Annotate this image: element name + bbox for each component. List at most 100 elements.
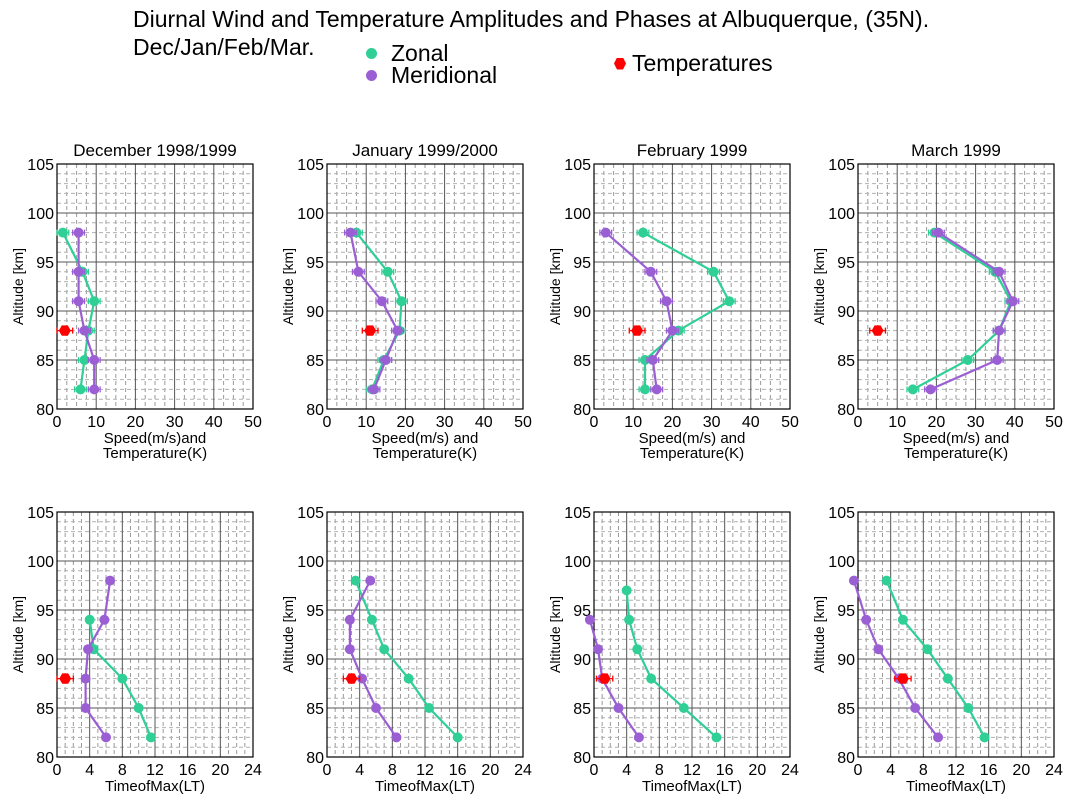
x-tick-label: 8 (655, 762, 664, 779)
x-tick-label: 20 (664, 414, 682, 431)
data-point (392, 325, 403, 336)
x-tick-label: 24 (244, 762, 262, 779)
y-tick-label: 95 (306, 603, 324, 620)
series-temperatures (56, 673, 74, 684)
data-point (933, 227, 944, 238)
x-axis-label: Speed(m/s) and (372, 430, 479, 447)
data-point (584, 614, 595, 625)
series-line (355, 231, 403, 390)
data-point (646, 673, 657, 684)
x-tick-label: 4 (355, 762, 364, 779)
data-point (994, 266, 1005, 277)
series-temperatures (869, 325, 887, 336)
data-point (922, 644, 933, 655)
x-tick-label: 20 (1012, 762, 1030, 779)
x-tick-label: 12 (416, 762, 434, 779)
x-axis-label: TimeofMax(LT) (105, 778, 205, 795)
series-zonal (350, 575, 463, 743)
y-tick-label: 100 (27, 206, 54, 223)
plot-frame (326, 511, 524, 758)
y-axis-label: Altitude [km] (10, 596, 26, 673)
series-temperatures (894, 673, 912, 684)
data-point (89, 355, 100, 365)
data-point (661, 296, 672, 307)
data-point (873, 644, 884, 655)
y-tick-label: 80 (306, 750, 324, 767)
y-tick-label: 80 (573, 402, 591, 419)
series-temperatures (628, 325, 646, 336)
y-tick-label: 90 (837, 652, 855, 669)
data-point (382, 266, 393, 277)
data-point (80, 703, 91, 713)
data-point (645, 266, 656, 277)
data-point (424, 703, 435, 713)
data-point (353, 266, 364, 277)
series-line (852, 580, 939, 739)
data-point (647, 355, 658, 365)
data-point (145, 732, 156, 743)
series-meridional (80, 575, 116, 743)
data-point (379, 644, 390, 655)
data-point (638, 227, 648, 238)
legend-temperatures-marker (614, 57, 626, 70)
x-tick-label: 0 (590, 414, 599, 431)
x-tick-label: 4 (85, 762, 94, 779)
x-tick-label: 40 (475, 414, 493, 431)
data-point (376, 296, 387, 307)
data-point (371, 703, 381, 713)
x-tick-label: 0 (53, 414, 62, 431)
data-point (942, 673, 953, 684)
data-point (632, 644, 643, 655)
series-line (348, 580, 398, 739)
data-point (73, 266, 84, 277)
y-tick-label: 90 (573, 652, 591, 669)
y-tick-label: 80 (573, 750, 591, 767)
data-point (992, 355, 1003, 365)
x-tick-label: 10 (87, 414, 105, 431)
y-tick-label: 95 (573, 603, 591, 620)
data-point (344, 644, 355, 655)
y-axis-label: Altitude [km] (811, 596, 827, 673)
y-axis-label: Altitude [km] (811, 248, 827, 325)
data-point (639, 384, 650, 395)
x-tick-label: 8 (919, 762, 928, 779)
data-point (881, 575, 892, 586)
series-temperatures (342, 673, 361, 684)
data-point (651, 384, 662, 395)
data-point (613, 703, 624, 713)
x-tick-label: 24 (1045, 762, 1063, 779)
data-point (380, 355, 391, 365)
y-tick-label: 100 (564, 206, 591, 223)
x-tick-label: 16 (980, 762, 998, 779)
y-tick-label: 105 (828, 157, 855, 174)
chart-title: February 1999 (637, 141, 748, 160)
y-tick-label: 90 (306, 652, 324, 669)
series-zonal (881, 575, 990, 743)
data-point (89, 296, 100, 307)
series-meridional (599, 227, 679, 395)
x-tick-label: 16 (179, 762, 197, 779)
chart-4: 0 10 20 30 40 50 80 85 90 95 100 105 Speed(m/s) andT… (811, 141, 1063, 462)
x-tick-label: 20 (748, 762, 766, 779)
temperature-point (871, 325, 884, 336)
chart-1: 0 10 20 30 40 50 80 85 90 95 100 105 Speed(m/s)andTe… (10, 141, 262, 462)
legend-temperatures-label: Temperatures (632, 50, 773, 76)
y-tick-label: 80 (36, 402, 54, 419)
data-point (366, 614, 377, 625)
y-tick-label: 105 (27, 157, 54, 174)
data-point (633, 732, 644, 743)
y-tick-label: 85 (306, 353, 324, 370)
x-tick-label: 40 (742, 414, 760, 431)
chart-5: 0 4 8 12 16 20 24 80 85 90 95 100 105 TimeofMax(LT) Al… (10, 505, 262, 795)
data-point (593, 644, 604, 655)
y-tick-label: 105 (27, 505, 54, 522)
x-tick-label: 12 (146, 762, 164, 779)
series-zonal (636, 227, 736, 395)
y-tick-label: 85 (573, 701, 591, 718)
y-tick-label: 105 (828, 505, 855, 522)
y-tick-label: 105 (297, 157, 324, 174)
y-tick-label: 90 (573, 304, 591, 321)
data-point (89, 384, 100, 395)
data-point (99, 614, 110, 625)
x-tick-label: 24 (514, 762, 532, 779)
